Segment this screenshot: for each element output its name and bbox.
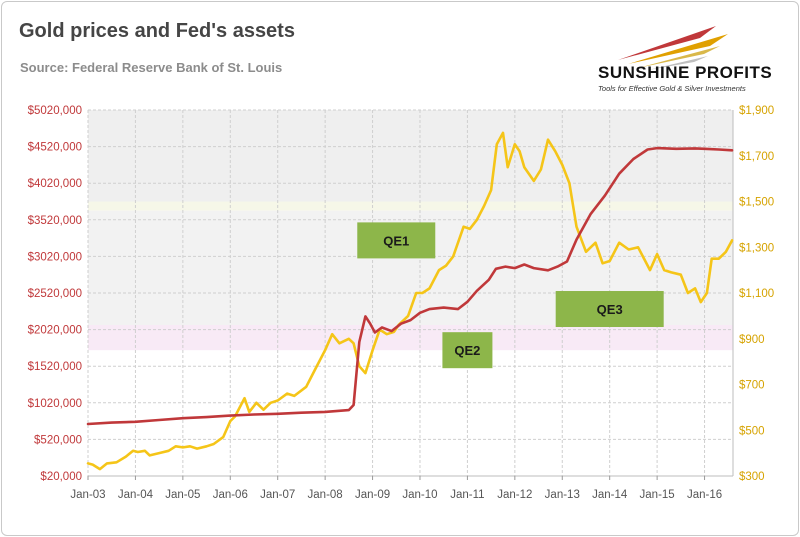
right-tick-label: $1,100: [739, 288, 774, 300]
left-tick-label: $20,000: [40, 471, 82, 483]
x-tick-label: Jan-09: [355, 489, 390, 501]
x-tick-label: Jan-04: [118, 489, 154, 501]
sunshine-logo-icon: [618, 26, 728, 70]
left-axis-ticks: $20,000 $520,000 $1020,000 $1520,000 $2020,0…: [28, 105, 82, 483]
left-tick-label: $2020,000: [28, 325, 82, 337]
x-tick-label: Jan-14: [592, 489, 628, 501]
x-tick-label: Jan-10: [402, 489, 437, 501]
background-band: [88, 325, 733, 351]
right-tick-label: $1,300: [739, 242, 774, 254]
x-tick-label: Jan-06: [213, 489, 248, 501]
fed-assets-line: [86, 146, 734, 426]
right-tick-label: $1,900: [739, 105, 774, 117]
right-tick-label: $300: [739, 471, 765, 483]
right-tick-label: $500: [739, 425, 765, 437]
left-tick-label: $520,000: [34, 434, 82, 446]
qe-label: QE3: [597, 302, 623, 317]
left-tick-label: $4520,000: [28, 142, 82, 154]
chart-subtitle: Source: Federal Reserve Bank of St. Loui…: [20, 60, 283, 75]
background-band: [88, 110, 733, 202]
qe-box: [555, 291, 664, 328]
chart-title: Gold prices and Fed's assets: [19, 20, 295, 42]
background-band: [88, 201, 733, 211]
x-tick-label: Jan-08: [308, 489, 343, 501]
x-tick-label: Jan-15: [640, 489, 675, 501]
gold-price-line: [86, 131, 734, 471]
qe-label: QE1: [383, 233, 409, 248]
qe-annotations: QE1 QE2 QE3: [357, 222, 664, 369]
x-tick-label: Jan-12: [497, 489, 532, 501]
right-tick-label: $900: [739, 334, 765, 346]
left-tick-label: $1520,000: [28, 361, 82, 373]
left-tick-label: $5020,000: [28, 105, 82, 117]
right-axis-ticks: $300 $500 $700 $900 $1,100 $1,300 $1,500 $1,700…: [739, 105, 774, 483]
x-tick-label: Jan-13: [545, 489, 580, 501]
right-tick-label: $1,700: [739, 151, 774, 163]
qe-box: [357, 222, 436, 259]
x-tick-label: Jan-07: [260, 489, 295, 501]
left-tick-label: $1020,000: [28, 398, 82, 410]
logo-tagline: Tools for Effective Gold & Silver Invest…: [598, 84, 746, 93]
series-lines: [86, 131, 734, 471]
left-tick-label: $3520,000: [28, 215, 82, 227]
qe-label: QE2: [454, 343, 480, 358]
left-tick-label: $2520,000: [28, 288, 82, 300]
right-tick-label: $1,500: [739, 197, 774, 209]
logo-name: SUNSHINE PROFITS: [598, 63, 773, 82]
x-tick-label: Jan-16: [687, 489, 722, 501]
x-axis-ticks: Jan-03 Jan-04 Jan-05 Jan-06 Jan-07 Jan-08 Jan-…: [70, 476, 722, 501]
right-tick-label: $700: [739, 380, 765, 392]
x-tick-label: Jan-05: [165, 489, 200, 501]
x-tick-label: Jan-03: [70, 489, 105, 501]
x-tick-label: Jan-11: [450, 489, 484, 501]
qe-box: [442, 332, 493, 369]
left-tick-label: $4020,000: [28, 178, 82, 190]
left-tick-label: $3020,000: [28, 251, 82, 263]
